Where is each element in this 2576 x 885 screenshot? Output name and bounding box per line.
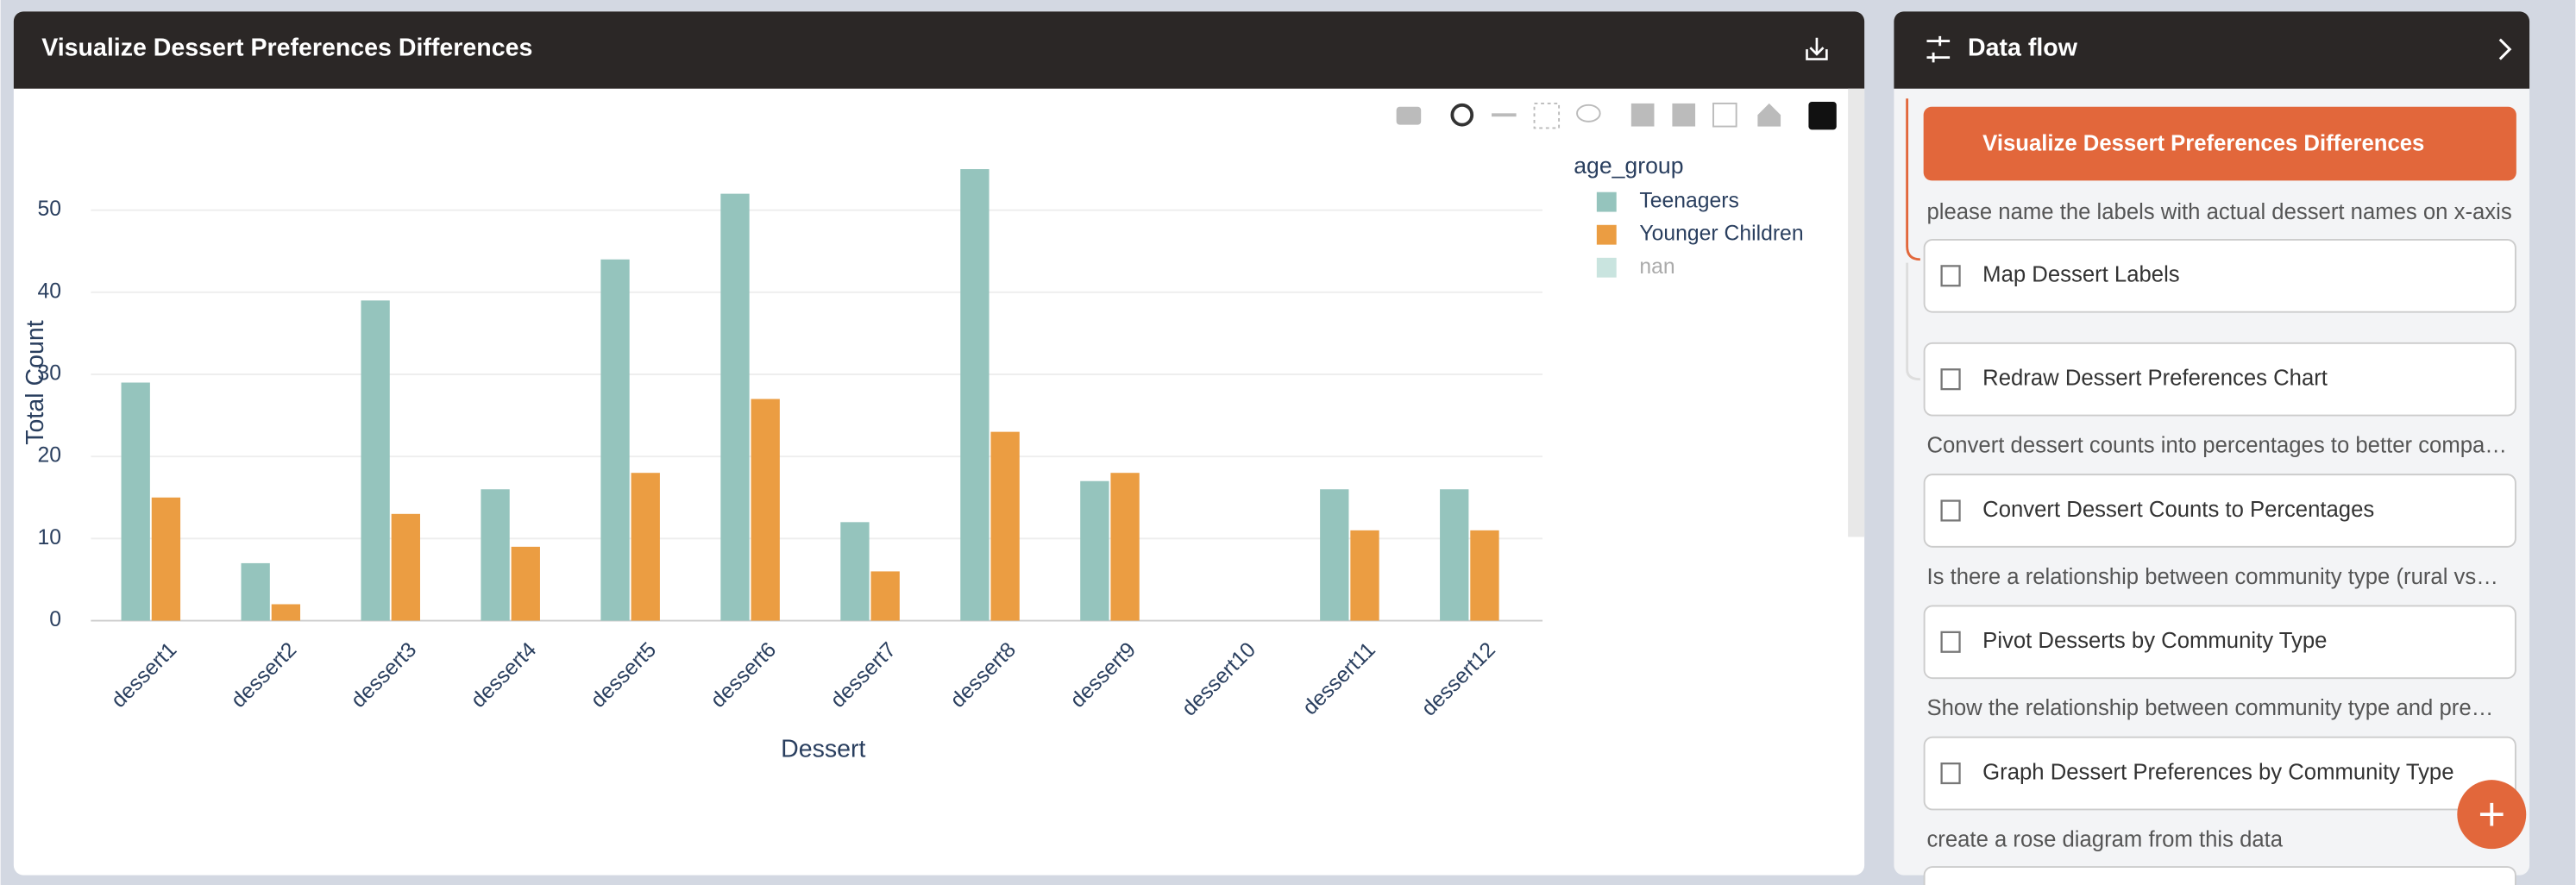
- chart-toolbar: [1396, 102, 1837, 130]
- flow: please name the labels with actual desse…: [1923, 200, 2516, 885]
- bar: [1320, 489, 1349, 621]
- bar: [151, 497, 181, 621]
- camera-button[interactable]: [1396, 106, 1422, 125]
- step-card[interactable]: [1923, 342, 2516, 417]
- flow-connector: [1906, 98, 1920, 261]
- pan-button[interactable]: [1492, 113, 1517, 117]
- bar: [870, 571, 900, 621]
- step-card[interactable]: [1923, 605, 2516, 680]
- bar: [1080, 480, 1109, 621]
- y-tick-label: 40: [38, 279, 62, 303]
- step-icon: [1940, 762, 1961, 785]
- active-step[interactable]: [1923, 106, 2516, 181]
- scrollbar: [1848, 88, 1865, 537]
- bar: [121, 382, 150, 621]
- bar: [481, 489, 510, 621]
- select-button[interactable]: [1533, 102, 1561, 129]
- legend-label[interactable]: Teenagers: [1639, 190, 1739, 213]
- y-axis-label: Total Count: [22, 320, 49, 444]
- step-card[interactable]: [1923, 474, 2516, 548]
- y-tick-label: 20: [38, 444, 62, 468]
- step-label: Graph Dessert Preferences by Community T…: [1982, 760, 2453, 784]
- y-tick-label: 50: [38, 198, 62, 221]
- bar: [241, 562, 270, 621]
- sidebar-title: Data flow: [1968, 35, 2078, 62]
- step-label: Convert Dessert Counts to Percentages: [1982, 498, 2374, 522]
- legend-swatch[interactable]: [1596, 224, 1617, 245]
- legend-swatch[interactable]: [1596, 257, 1617, 278]
- bar: [840, 522, 870, 621]
- zoom-in-button[interactable]: [1630, 103, 1655, 127]
- panel-header: [13, 11, 1865, 89]
- x-axis-label: Dessert: [781, 735, 865, 763]
- reset-button[interactable]: [1757, 103, 1781, 127]
- legend-swatch[interactable]: [1596, 191, 1617, 212]
- bar: [391, 513, 420, 621]
- y-tick-label: 10: [38, 526, 62, 549]
- bar: [1470, 530, 1499, 621]
- step-icon: [1940, 499, 1961, 522]
- step-label: Pivot Desserts by Community Type: [1982, 629, 2327, 653]
- bar: [1110, 473, 1140, 621]
- bar: [1440, 489, 1469, 621]
- prompt-text: please name the labels with actual desse…: [1926, 200, 2511, 224]
- bar: [511, 546, 540, 621]
- bar: [1350, 530, 1379, 621]
- step-card[interactable]: [1923, 866, 2516, 885]
- panel-title: Visualize Dessert Preferences Difference…: [41, 35, 532, 62]
- bar: [361, 300, 390, 621]
- bar: [631, 473, 660, 621]
- bar: [990, 431, 1020, 621]
- prompt-text: Convert dessert counts into percentages …: [1926, 434, 2507, 458]
- collapse-button[interactable]: [2498, 38, 2512, 60]
- bar: [751, 399, 780, 621]
- step-card[interactable]: [1923, 238, 2516, 313]
- legend-title: age_group: [1574, 153, 1683, 179]
- prompt-text: Is there a relationship between communit…: [1926, 565, 2497, 589]
- active-step-label: Visualize Dessert Preferences Difference…: [1982, 131, 2424, 155]
- add-icon: [2479, 802, 2504, 826]
- step-label: Redraw Dessert Preferences Chart: [1982, 366, 2328, 390]
- download-button[interactable]: [1806, 37, 1828, 60]
- prompt-text: create a rose diagram from this data: [1926, 827, 2283, 851]
- chart-panel: [13, 11, 1865, 876]
- step-icon: [1940, 368, 1961, 391]
- zoom-button[interactable]: [1450, 103, 1474, 127]
- zoom-out-button[interactable]: [1672, 103, 1696, 127]
- lasso-button[interactable]: [1576, 104, 1601, 122]
- bar: [720, 193, 750, 621]
- autoscale-button[interactable]: [1712, 102, 1737, 128]
- y-tick-label: 0: [49, 608, 61, 631]
- bar: [600, 259, 630, 621]
- y-tick-label: 30: [38, 362, 62, 386]
- step-card[interactable]: [1923, 736, 2516, 811]
- step-label: Map Dessert Labels: [1982, 263, 2179, 287]
- step-icon: [1940, 265, 1961, 287]
- plotly-logo[interactable]: [1808, 102, 1837, 130]
- flow-connector: [1906, 262, 1920, 381]
- legend-label[interactable]: nan: [1639, 255, 1674, 279]
- prompt-text: Show the relationship between community …: [1926, 696, 2493, 720]
- sidebar-header: [1894, 11, 2530, 89]
- legend-label[interactable]: Younger Children: [1639, 223, 1803, 246]
- bar: [271, 604, 301, 621]
- flow-icon: [1926, 35, 1951, 63]
- bar: [960, 169, 990, 621]
- step-icon: [1940, 631, 1961, 653]
